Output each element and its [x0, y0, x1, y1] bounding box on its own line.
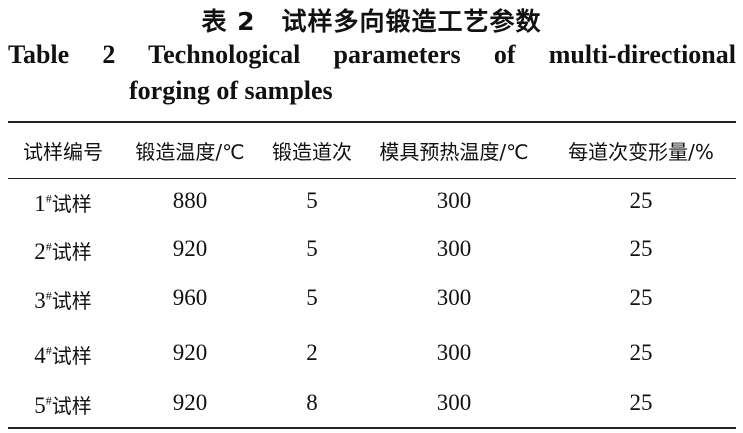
cell-sample-id: 1#试样 [34, 191, 92, 216]
table-caption-en-line2: forging of samples [129, 76, 333, 105]
cell-deform: 25 [629, 188, 653, 213]
header-forging-temp: 锻造温度/℃ [135, 140, 245, 164]
top-rule [8, 121, 736, 123]
cell-die: 300 [436, 236, 472, 261]
header-rule [8, 178, 736, 179]
bottom-rule [8, 427, 736, 429]
cell-passes: 5 [306, 188, 318, 213]
hash-mark: # [45, 343, 52, 358]
cell-deform: 25 [629, 236, 653, 261]
cell-sample-id: 3#试样 [34, 288, 92, 313]
hash-mark: # [45, 191, 52, 206]
header-sample-id: 试样编号 [23, 140, 103, 164]
table-caption-en-line1: Table 2 Technological parameters of mult… [8, 40, 736, 69]
cell-sample-id: 5#试样 [34, 393, 92, 418]
cell-temp: 960 [172, 285, 208, 310]
cell-temp: 920 [172, 340, 208, 365]
cell-deform: 25 [629, 340, 653, 365]
cell-passes: 5 [306, 285, 318, 310]
header-die-temp: 模具预热温度/℃ [379, 140, 529, 164]
hash-mark: # [45, 239, 52, 254]
cell-temp: 920 [172, 390, 208, 415]
cell-die: 300 [436, 285, 472, 310]
cell-passes: 2 [306, 340, 318, 365]
cell-die: 300 [436, 188, 472, 213]
hash-mark: # [45, 288, 52, 303]
table-caption-cn: 表 2 试样多向锻造工艺参数 [201, 7, 542, 36]
cell-temp: 920 [172, 236, 208, 261]
cell-die: 300 [436, 390, 472, 415]
cell-deform: 25 [629, 390, 653, 415]
cell-passes: 8 [306, 390, 318, 415]
header-deformation: 每道次变形量/% [568, 140, 714, 164]
hash-mark: # [45, 393, 52, 408]
cell-deform: 25 [629, 285, 653, 310]
header-passes: 锻造道次 [272, 140, 352, 164]
cell-sample-id: 4#试样 [34, 343, 92, 368]
cell-temp: 880 [172, 188, 208, 213]
cell-die: 300 [436, 340, 472, 365]
cell-passes: 5 [306, 236, 318, 261]
cell-sample-id: 2#试样 [34, 239, 92, 264]
